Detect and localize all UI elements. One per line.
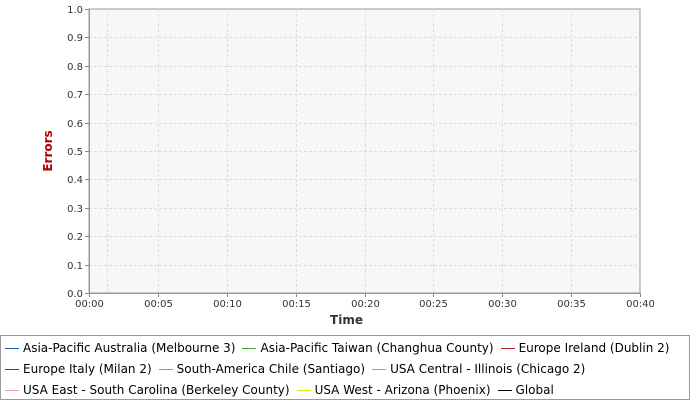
y-tick-label: 0.1 (67, 261, 83, 272)
x-tick-label: 00:35 (557, 299, 586, 310)
legend-item: Europe Italy (Milan 2) (5, 362, 152, 376)
x-tick-label: 00:40 (626, 299, 655, 310)
y-tick-label: 0.3 (67, 204, 83, 215)
legend-item: USA East - South Carolina (Berkeley Coun… (5, 383, 290, 397)
line-chart: 0.0 0.1 0.2 0.3 0.4 0.5 0.6 0.7 0.8 0.9 1.0 00:00 00… (41, 5, 655, 327)
y-tick-label: 0.6 (67, 119, 83, 130)
legend-label: USA Central - Illinois (Chicago 2) (390, 362, 586, 376)
y-tick-label: 0.4 (67, 175, 83, 186)
legend-swatch (372, 369, 387, 370)
legend-swatch (5, 390, 19, 391)
legend-swatch (296, 390, 311, 391)
y-tick-label: 0.8 (67, 62, 83, 73)
x-tick-label: 00:10 (213, 299, 242, 310)
legend-label: South-America Chile (Santiago) (176, 362, 366, 376)
legend-swatch (497, 390, 512, 391)
legend-row: Asia-Pacific Australia (Melbourne 3) Asia… (5, 339, 676, 357)
x-tick-label: 00:15 (282, 299, 311, 310)
legend-item: USA West - Arizona (Phoenix) (296, 383, 491, 397)
legend-swatch (242, 348, 257, 349)
y-axis-title: Errors (41, 130, 55, 171)
x-axis-title: Time (330, 313, 363, 327)
legend-swatch (500, 348, 515, 349)
legend-item: Asia-Pacific Australia (Melbourne 3) (5, 341, 235, 355)
y-tick-label: 1.0 (67, 5, 83, 16)
legend-row: Europe Italy (Milan 2) South-America Chil… (5, 360, 592, 378)
chart-area: 0.0 0.1 0.2 0.3 0.4 0.5 0.6 0.7 0.8 0.9 1.0 00:00 00… (41, 5, 655, 327)
legend-swatch (158, 369, 173, 370)
legend-swatch (5, 348, 19, 349)
legend-swatch (5, 369, 19, 370)
y-tick-label: 0.9 (67, 33, 83, 44)
y-tick-label: 0.5 (67, 147, 83, 158)
legend-label: Europe Italy (Milan 2) (23, 362, 152, 376)
legend-label: Asia-Pacific Taiwan (Changhua County) (260, 341, 494, 355)
x-tick-label: 00:30 (488, 299, 517, 310)
y-tick-label: 0.2 (67, 232, 83, 243)
legend-label: Europe Ireland (Dublin 2) (518, 341, 670, 355)
legend-item: Asia-Pacific Taiwan (Changhua County) (242, 341, 494, 355)
legend-item: Europe Ireland (Dublin 2) (500, 341, 670, 355)
x-tick-label: 00:00 (75, 299, 104, 310)
x-tick-label: 00:05 (144, 299, 173, 310)
legend-row: USA East - South Carolina (Berkeley Coun… (5, 381, 561, 399)
legend: Asia-Pacific Australia (Melbourne 3) Asia… (0, 335, 690, 400)
y-tick-label: 0.0 (67, 289, 83, 300)
legend-item: Global (497, 383, 554, 397)
legend-label: USA East - South Carolina (Berkeley Coun… (23, 383, 290, 397)
legend-label: USA West - Arizona (Phoenix) (314, 383, 491, 397)
x-tick-label: 00:25 (419, 299, 448, 310)
legend-item: USA Central - Illinois (Chicago 2) (372, 362, 585, 376)
legend-item: South-America Chile (Santiago) (158, 362, 366, 376)
legend-label: Global (515, 383, 554, 397)
x-tick-label: 00:20 (351, 299, 380, 310)
y-tick-label: 0.7 (67, 90, 83, 101)
legend-label: Asia-Pacific Australia (Melbourne 3) (23, 341, 236, 355)
